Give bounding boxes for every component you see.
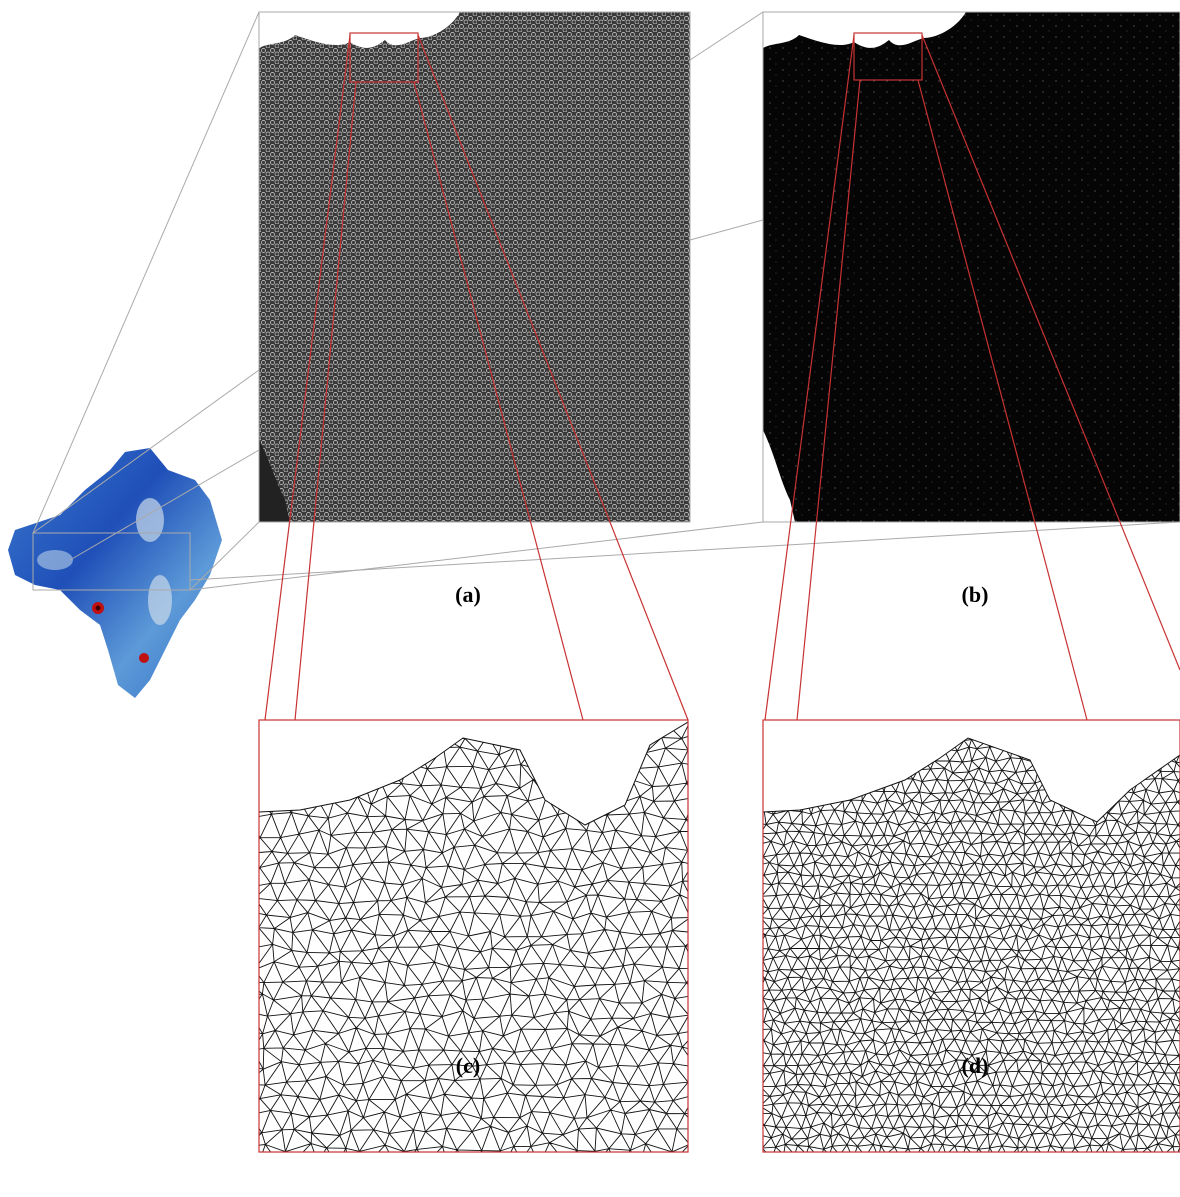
panel-a — [258, 11, 691, 523]
panel-c-frame — [258, 719, 689, 1153]
panel-b — [762, 11, 1180, 523]
panel-d-frame — [762, 719, 1180, 1153]
map — [8, 448, 222, 698]
panel-d — [763, 720, 1180, 1152]
label: (b) — [962, 582, 989, 607]
red-zoom — [264, 32, 1180, 721]
zoom-lines — [32, 11, 1180, 591]
panel-c — [259, 720, 688, 1152]
boundary — [259, 720, 688, 826]
label: (d) — [962, 1053, 989, 1078]
label: (a) — [455, 582, 481, 607]
boundary — [763, 720, 1180, 823]
label: (c) — [456, 1053, 480, 1078]
